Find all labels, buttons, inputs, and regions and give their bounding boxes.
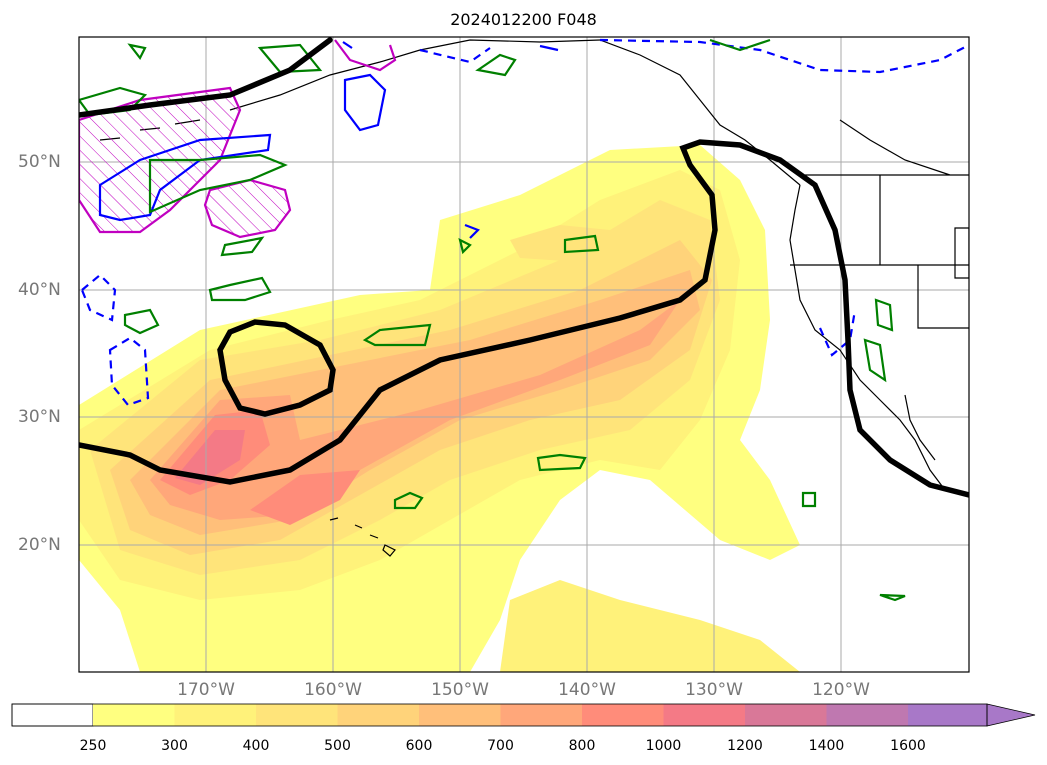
baja-coast (904, 394, 936, 461)
colorbar-cell (419, 704, 501, 726)
map-title: 2024012200 F048 (450, 10, 597, 29)
ivt-shading (79, 145, 800, 672)
colorbar-under-cell (11, 703, 94, 727)
blue-dashed-4 (419, 47, 857, 357)
ivt-1000-region (175, 430, 245, 485)
lon-label: 140°W (558, 680, 616, 700)
colorbar-cell (174, 704, 256, 726)
colorbar-tick-label: 250 (79, 738, 107, 754)
colorbar (11, 703, 1036, 727)
lon-label: 130°W (685, 680, 743, 700)
colorbar-cell (256, 704, 338, 726)
lon-label: 160°W (304, 680, 362, 700)
colorbar-extend-arrow (986, 703, 1036, 727)
colorbar-tick-label: 1600 (890, 738, 926, 754)
colorbar-cell (93, 704, 175, 726)
colorbar-cell (337, 704, 419, 726)
state-borders (790, 119, 969, 329)
colorbar-tick-label: 600 (405, 738, 433, 754)
magenta-contours (79, 39, 397, 239)
black-contour-main (79, 139, 969, 498)
ivt-700-region (150, 300, 680, 520)
hawaii (329, 517, 396, 557)
graticule (79, 37, 969, 672)
colorbar-tick-label: 500 (324, 738, 351, 754)
colorbar-tick-label: 1400 (808, 738, 845, 754)
colorbar-cell (500, 704, 582, 726)
north-america-coast (789, 184, 946, 491)
colorbar-cell (908, 704, 990, 726)
black-contour-northwest (79, 37, 333, 118)
lat-label: 30°N (18, 407, 61, 427)
blue-dashed-1 (599, 38, 969, 74)
lat-label: 50°N (18, 152, 61, 172)
ivt-300-south (500, 580, 800, 672)
colorbar-cell (745, 704, 827, 726)
colorbar-cell (663, 704, 745, 726)
black-contour-loop (217, 319, 336, 417)
colorbar-tick-label: 1000 (645, 738, 682, 754)
colorbar-tick-label: 300 (161, 738, 188, 754)
lon-label: 120°W (812, 680, 870, 700)
colorbar-cell (826, 704, 908, 726)
blue-dashed-2 (80, 273, 117, 322)
colorbar-cell (582, 704, 664, 726)
black-contours (79, 37, 969, 498)
map-frame (78, 36, 970, 673)
colorbar-tick-label: 1200 (727, 738, 763, 754)
green-contours (79, 38, 906, 602)
blue-dashed-3 (108, 336, 150, 407)
lat-label: 40°N (18, 280, 61, 300)
colorbar-tick-label: 400 (242, 738, 270, 754)
blue-contours (80, 38, 969, 407)
colorbar-tick-label: 700 (487, 738, 514, 754)
lon-label: 150°W (431, 680, 489, 700)
lon-label: 170°W (177, 680, 235, 700)
colorbar-tick-label: 800 (568, 738, 596, 754)
lat-label: 20°N (18, 535, 61, 555)
